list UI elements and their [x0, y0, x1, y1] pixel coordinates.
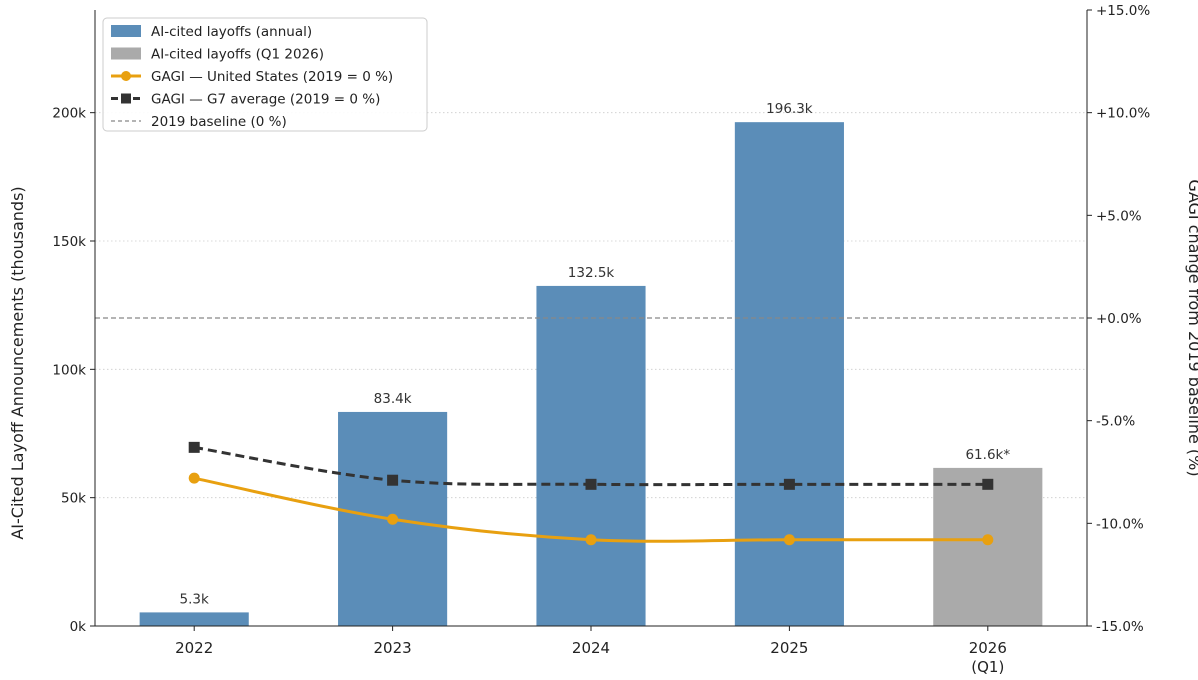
- y-right-tick-label: -5.0%: [1096, 414, 1135, 430]
- series-point: [982, 478, 994, 490]
- y-right-tick-label: +10.0%: [1096, 106, 1150, 122]
- series-point: [783, 478, 795, 490]
- bar-value-label: 196.3k: [766, 101, 813, 117]
- legend-label: GAGI — United States (2019 = 0 %): [151, 69, 393, 85]
- y-left-tick-label: 100k: [52, 362, 86, 378]
- y-right-tick-label: +5.0%: [1096, 208, 1142, 224]
- x-tick-label: 2023: [374, 639, 412, 657]
- y-right-tick-label: -10.0%: [1096, 516, 1144, 532]
- y-left-tick-label: 50k: [61, 491, 86, 507]
- y-right-tick-label: +0.0%: [1096, 311, 1142, 327]
- y-right-axis-title: GAGI change from 2019 baseline (%): [1185, 179, 1198, 476]
- axes: 0k 50k 100k 150k 200k -15.0% -10.0% -5.0% +0.0% +…: [8, 3, 1198, 676]
- legend-swatch: [111, 25, 141, 37]
- legend-marker: [121, 93, 131, 104]
- series-point: [585, 534, 597, 546]
- x-tick-label: 2024: [572, 639, 610, 657]
- bar-value-label: 83.4k: [374, 391, 412, 407]
- x-tick-label: 2022: [175, 639, 213, 657]
- legend: AI-cited layoffs (annual) AI-cited layoff…: [102, 17, 428, 132]
- legend-label: AI-cited layoffs (annual): [151, 24, 312, 40]
- series-point: [387, 513, 399, 525]
- legend-label: 2019 baseline (0 %): [151, 114, 287, 130]
- series-point: [188, 441, 200, 453]
- y-left-tick-label: 150k: [52, 234, 86, 250]
- legend-label: GAGI — G7 average (2019 = 0 %): [151, 92, 380, 108]
- legend-marker: [121, 71, 131, 81]
- bars: [139, 122, 1043, 626]
- y-left-tick-label: 0k: [70, 619, 87, 635]
- series-point: [982, 534, 994, 546]
- bar-value-label: 61.6k*: [965, 447, 1010, 463]
- x-tick-label: (Q1): [971, 658, 1004, 676]
- y-right-tick-label: -15.0%: [1096, 619, 1144, 635]
- labels: 5.3k 83.4k 132.5k 196.3k 61.6k*: [180, 101, 1011, 607]
- series-point: [783, 534, 795, 546]
- legend-label: AI-cited layoffs (Q1 2026): [151, 47, 324, 63]
- x-tick-label: 2026: [969, 639, 1007, 657]
- y-right-tick-label: +15.0%: [1096, 3, 1150, 19]
- legend-box: [102, 17, 428, 132]
- bar-value-label: 132.5k: [568, 265, 615, 281]
- y-left-axis-title: AI-Cited Layoff Announcements (thousands…: [8, 186, 27, 539]
- series-point: [585, 478, 597, 490]
- lines: [188, 441, 994, 546]
- x-tick-label: 2025: [770, 639, 808, 657]
- bar: [734, 122, 844, 626]
- y-left-tick-label: 200k: [52, 106, 86, 122]
- series-point: [387, 474, 399, 486]
- bar: [933, 467, 1043, 626]
- series-point: [188, 472, 200, 484]
- bar: [536, 285, 646, 626]
- bar-value-label: 5.3k: [180, 591, 209, 607]
- bar: [139, 612, 249, 626]
- legend-swatch: [111, 47, 141, 60]
